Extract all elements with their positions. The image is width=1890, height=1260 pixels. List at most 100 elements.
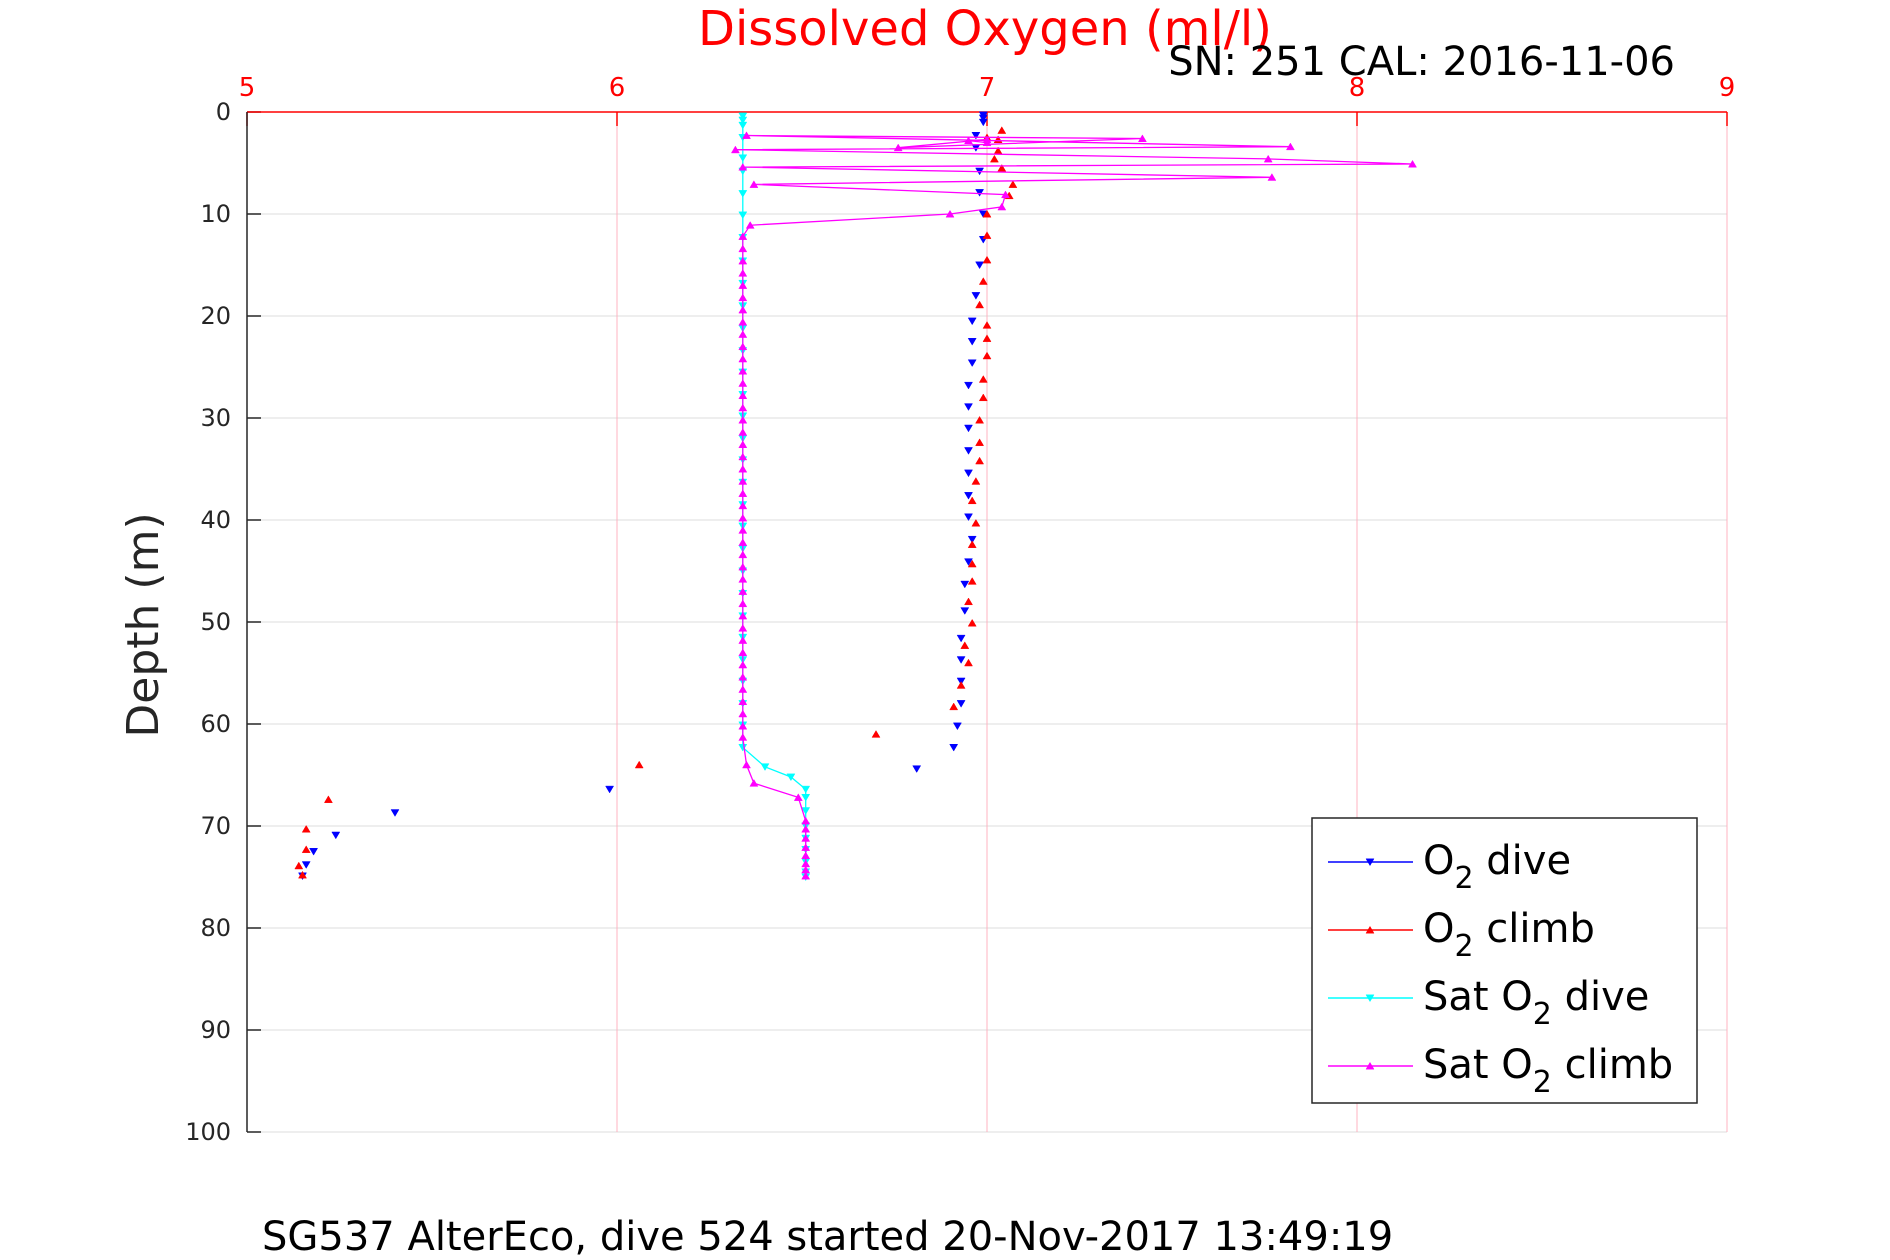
data-point xyxy=(956,681,966,689)
data-point xyxy=(760,763,770,771)
data-point xyxy=(749,779,759,787)
data-point xyxy=(982,351,992,360)
x-tick-label: 6 xyxy=(609,73,626,103)
data-point xyxy=(949,744,959,752)
data-point xyxy=(793,793,803,801)
data-point xyxy=(742,131,751,139)
data-point xyxy=(301,824,311,833)
data-point xyxy=(982,321,992,329)
data-point xyxy=(982,209,992,218)
chart-caption: SG537 AlterEco, dive 524 started 20-Nov-… xyxy=(262,1214,1393,1260)
data-point xyxy=(738,611,748,620)
data-point xyxy=(298,870,307,879)
data-point xyxy=(964,136,973,145)
data-point xyxy=(390,809,400,817)
data-point xyxy=(967,559,977,568)
data-point xyxy=(982,255,992,264)
legend-swatch-marker xyxy=(1365,994,1375,1003)
data-point xyxy=(912,765,922,773)
series-o2_dive xyxy=(298,111,988,881)
data-point xyxy=(742,760,751,769)
data-point xyxy=(730,145,740,154)
data-point xyxy=(975,189,985,197)
data-point xyxy=(634,760,644,769)
data-point xyxy=(786,773,796,782)
data-point xyxy=(738,154,748,162)
data-point xyxy=(738,415,748,424)
data-point xyxy=(975,261,985,270)
data-point xyxy=(738,721,748,730)
data-point xyxy=(301,845,311,853)
data-point xyxy=(738,281,748,289)
data-point xyxy=(738,354,748,363)
data-point xyxy=(738,672,748,681)
data-point xyxy=(971,477,981,485)
data-point xyxy=(893,143,903,152)
data-point xyxy=(956,656,966,664)
data-point xyxy=(738,116,748,125)
data-point xyxy=(801,843,811,851)
series-line xyxy=(735,134,1413,876)
legend-swatch-marker xyxy=(1365,1061,1375,1070)
data-point xyxy=(738,697,748,706)
data-point xyxy=(978,118,988,127)
data-point xyxy=(964,658,973,667)
data-point xyxy=(960,607,970,615)
data-point xyxy=(738,648,748,657)
data-point xyxy=(964,424,973,433)
x-tick-label: 9 xyxy=(1719,73,1736,103)
data-point xyxy=(738,121,748,130)
data-point xyxy=(738,636,748,644)
data-point xyxy=(801,834,811,842)
data-point xyxy=(967,577,977,585)
x-tick-label: 8 xyxy=(1349,73,1366,103)
data-point xyxy=(1001,190,1010,199)
data-point xyxy=(801,785,811,794)
legend-label: O2 dive xyxy=(1423,838,1571,896)
y-tick-label: 30 xyxy=(200,404,231,432)
data-point xyxy=(738,477,748,485)
data-point xyxy=(967,496,977,505)
data-point xyxy=(738,526,748,534)
x-tick-label: 7 xyxy=(979,73,996,103)
data-point xyxy=(738,318,748,326)
data-point xyxy=(738,501,748,510)
data-point xyxy=(1285,142,1295,151)
data-point xyxy=(989,154,999,163)
data-point xyxy=(1008,180,1018,188)
data-point xyxy=(738,685,748,693)
data-point xyxy=(738,403,748,412)
data-point xyxy=(323,795,333,803)
data-point xyxy=(967,618,977,627)
data-point xyxy=(964,381,973,390)
data-point xyxy=(997,164,1007,172)
data-point xyxy=(975,415,985,424)
legend-box xyxy=(1311,817,1698,1104)
data-point xyxy=(964,447,973,455)
legend-swatch-marker xyxy=(1365,925,1375,934)
data-point xyxy=(738,256,748,265)
data-point xyxy=(975,456,985,465)
y-tick-label: 40 xyxy=(200,506,231,534)
chart-subtitle: SN: 251 CAL: 2016-11-06 xyxy=(1168,39,1675,85)
y-tick-label: 50 xyxy=(200,608,231,636)
data-point xyxy=(309,848,319,856)
data-point xyxy=(801,793,811,802)
data-point xyxy=(738,342,748,351)
data-point xyxy=(956,634,966,643)
data-point xyxy=(738,428,748,436)
data-point xyxy=(738,562,748,571)
data-point xyxy=(982,334,992,342)
data-point xyxy=(1408,159,1417,168)
axes: 0 10 20 30 40 50 60 70 80 90 100 5 6 7 8 9 xyxy=(185,73,1735,1146)
data-point xyxy=(738,269,748,277)
y-tick-label: 70 xyxy=(200,812,231,840)
data-point xyxy=(960,641,970,649)
data-point xyxy=(982,138,992,147)
data-point xyxy=(964,403,973,411)
data-point xyxy=(331,831,341,840)
data-point xyxy=(301,861,311,869)
y-tick-label: 20 xyxy=(200,302,231,330)
data-point xyxy=(964,558,973,566)
